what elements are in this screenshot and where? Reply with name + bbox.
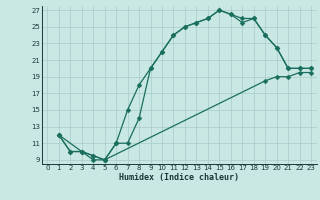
X-axis label: Humidex (Indice chaleur): Humidex (Indice chaleur) [119,173,239,182]
